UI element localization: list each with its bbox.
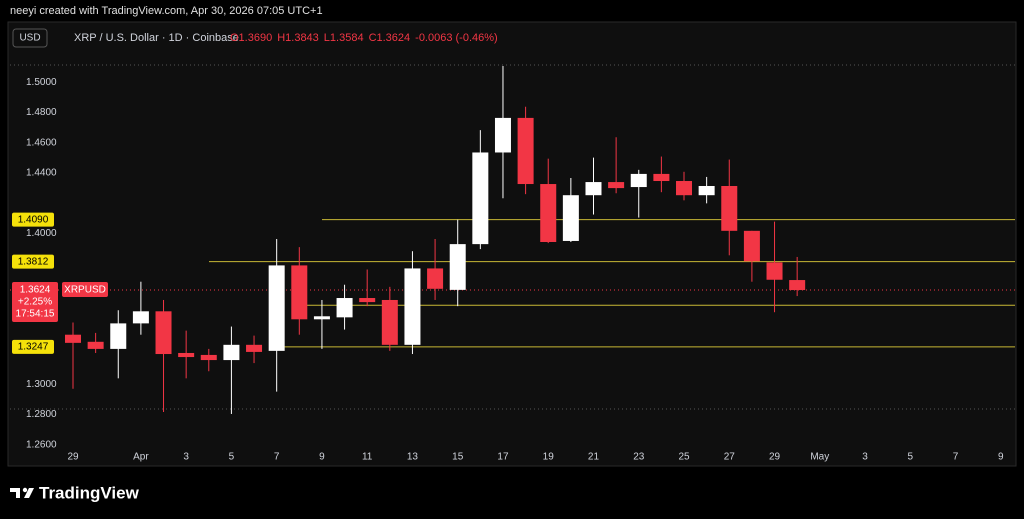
level-label: 1.3247 <box>18 342 49 353</box>
ohlc-value: H1.3843 <box>277 32 319 44</box>
candle-body <box>427 268 444 289</box>
chart-pane <box>7 21 1017 467</box>
x-tick-label: 21 <box>588 452 600 463</box>
candle-body <box>313 316 330 320</box>
candle-body <box>87 341 104 349</box>
candle-body <box>721 185 738 231</box>
ohlc-value: C1.3624 <box>369 32 411 44</box>
candle-body <box>381 299 398 345</box>
logo-mark <box>24 488 34 498</box>
x-tick-label: 23 <box>633 452 645 463</box>
candle-body <box>132 311 149 324</box>
y-tick-label: 1.4800 <box>26 107 57 118</box>
level-badge <box>12 212 54 227</box>
x-tick-label: 13 <box>407 452 419 463</box>
price-label: 1.3624 <box>20 285 51 296</box>
candle-body <box>200 354 217 361</box>
y-tick-label: 1.4400 <box>26 167 57 178</box>
level-label: 1.4090 <box>18 214 49 225</box>
candle-body <box>789 280 806 291</box>
grid: 1.5000 1.4800 1.4600 1.4400 1.4000 1.3000 1.28… <box>10 64 1015 463</box>
y-tick-label: 1.5000 <box>26 77 57 88</box>
y-tick-label: 1.4600 <box>26 137 57 148</box>
level-badge <box>12 254 54 269</box>
x-tick-label: 25 <box>678 452 690 463</box>
candle-body <box>268 265 285 351</box>
ohlc-value: O1.3690 <box>230 32 272 44</box>
candle-body <box>743 230 760 262</box>
x-tick-label: 3 <box>183 452 189 463</box>
y-tick-label: 1.2800 <box>26 409 57 420</box>
candle-body <box>494 117 511 153</box>
candle-body <box>449 244 466 290</box>
x-tick-label: 9 <box>319 452 325 463</box>
chart-title: XRP / U.S. Dollar · 1D · Coinbase <box>74 32 239 44</box>
x-tick-label: 19 <box>543 452 555 463</box>
candle-body <box>630 173 647 188</box>
countdown: 17:54:15 <box>16 309 55 320</box>
candle-body <box>517 117 534 185</box>
symbol-label: XRPUSD <box>64 285 106 296</box>
x-tick-label: 29 <box>67 452 79 463</box>
logo-dot <box>22 487 28 493</box>
x-tick-label: 29 <box>769 452 781 463</box>
candle-body <box>608 182 625 189</box>
candle-body <box>562 195 579 241</box>
candle-body <box>336 298 353 318</box>
x-tick-label: 17 <box>497 452 509 463</box>
candle-body <box>698 185 715 196</box>
y-tick-label: 1.4000 <box>26 228 57 239</box>
candle-body <box>676 181 693 196</box>
candle-body <box>178 352 195 358</box>
currency-box[interactable] <box>12 28 48 48</box>
candle-body <box>766 262 783 280</box>
level-badge <box>12 339 54 354</box>
ohlc-value: -0.0063 (-0.46%) <box>415 32 498 44</box>
y-tick-label: 1.2600 <box>26 439 57 450</box>
brand: TradingView <box>39 483 140 502</box>
candle-body <box>585 182 602 196</box>
ohlc-header: O1.3690 H1.3843 L1.3584 C1.3624 -0.0063 (-0.… <box>230 32 498 44</box>
x-tick-label: 5 <box>229 452 235 463</box>
price-badge <box>12 282 58 323</box>
price-change: +2.25% <box>18 297 52 308</box>
candle-body <box>65 334 81 343</box>
candle-body <box>359 298 376 303</box>
brand-logo: TradingView <box>10 483 140 502</box>
candle-body <box>404 268 421 345</box>
candle-body <box>653 173 670 182</box>
candle-body <box>540 184 557 243</box>
x-tick-label: 7 <box>953 452 959 463</box>
candle-body <box>110 323 127 349</box>
x-tick-label: Apr <box>133 452 149 463</box>
x-tick-label: 27 <box>724 452 736 463</box>
candle-body <box>223 344 240 361</box>
overlays: 1.40901.38121.35231.32471.3624+2.25%17:5… <box>12 212 108 354</box>
x-tick-label: 5 <box>908 452 914 463</box>
logo-mark <box>10 488 20 498</box>
currency: USD <box>19 33 40 44</box>
x-tick-label: 11 <box>362 452 373 463</box>
ohlc-value: L1.3584 <box>324 32 364 44</box>
x-tick-label: 15 <box>452 452 464 463</box>
symbol-badge <box>62 282 108 298</box>
x-tick-label: 3 <box>862 452 868 463</box>
x-tick-label: 9 <box>998 452 1004 463</box>
watermark: neeyi created with TradingView.com, Apr … <box>10 5 323 17</box>
candles <box>65 65 806 414</box>
x-tick-label: May <box>810 452 829 463</box>
candle-body <box>472 152 489 245</box>
candle-body <box>246 344 263 352</box>
x-tick-label: 7 <box>274 452 280 463</box>
level-label: 1.3812 <box>18 256 49 267</box>
candle-body <box>291 265 308 320</box>
candle-body <box>155 311 172 355</box>
y-tick-label: 1.3000 <box>26 379 57 390</box>
